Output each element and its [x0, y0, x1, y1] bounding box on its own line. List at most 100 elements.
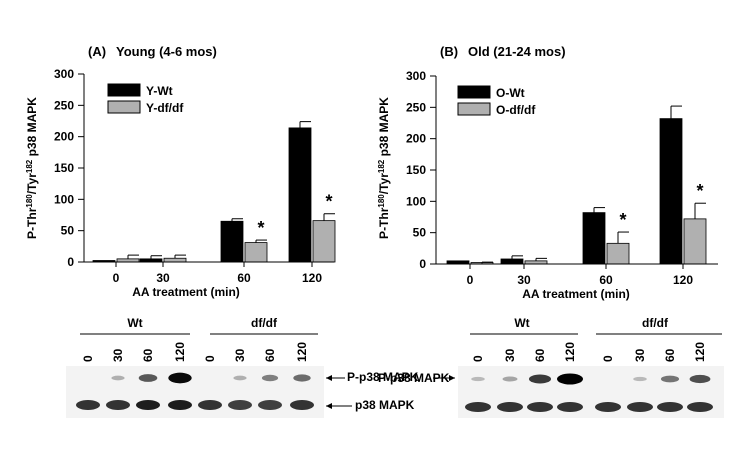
chart-title-old: Old (21-24 mos) — [468, 44, 566, 59]
phospho-band — [233, 375, 247, 381]
x-tick-label: 120 — [673, 273, 693, 287]
y-tick-label: 50 — [61, 224, 75, 238]
total-band — [527, 402, 553, 412]
total-band — [258, 400, 282, 410]
y-tick-label: 50 — [413, 226, 427, 240]
phospho-band — [660, 375, 680, 383]
x-axis-ticks-old: 0 30 60 120 — [467, 264, 693, 287]
blot-label-phospho: P-p38 MAPK — [378, 371, 450, 385]
total-band — [595, 402, 621, 412]
legend-swatch-o-dfdf — [457, 102, 491, 116]
y-tick-label: 0 — [67, 255, 74, 269]
bar-o-df-df-120 — [683, 218, 707, 265]
blot-lane-label: 30 — [233, 348, 247, 362]
y-tick-label: 100 — [406, 194, 426, 208]
phospho-band — [168, 372, 192, 384]
total-band — [687, 402, 713, 412]
bar-o-wt-120 — [659, 118, 683, 265]
blot-group-label-wt: Wt — [514, 316, 529, 330]
total-band — [168, 400, 192, 410]
blot-film — [458, 366, 724, 418]
total-band — [198, 400, 222, 410]
total-band — [290, 400, 314, 410]
legend-label-o-dfdf: O-df/df — [496, 103, 536, 117]
bars-young: ** — [92, 121, 336, 263]
blot-phospho-bands — [111, 372, 311, 384]
chart-panel-young: (A) Young (4-6 mos) P-Thr180/Tyr182 p38 … — [25, 44, 336, 299]
panel-label-b: (B) — [440, 44, 458, 59]
x-tick-label: 30 — [156, 271, 170, 285]
y-tick-label: 300 — [54, 67, 74, 81]
blot-total-bands — [76, 400, 314, 410]
bar-o-wt-60 — [582, 212, 606, 265]
legend-swatch-y-wt — [107, 83, 141, 97]
blot-lane-labels: 0 30 60 120 0 30 60 120 — [471, 342, 707, 362]
legend-label-y-dfdf: Y-df/df — [146, 101, 184, 115]
arrow-left-icon — [326, 375, 332, 381]
phospho-band — [633, 376, 647, 382]
y-tick-label: 250 — [406, 100, 426, 114]
phospho-band — [471, 376, 485, 382]
blot-label-phospho: P-p38 MAPK — [347, 370, 419, 384]
blot-lane-label: 120 — [563, 342, 577, 362]
phospho-band — [293, 374, 311, 382]
bar-y-wt-60 — [220, 220, 244, 263]
y-axis-label-young: P-Thr180/Tyr182 p38 MAPK — [25, 97, 39, 239]
blot-lane-label: 0 — [81, 355, 95, 362]
legend-label-o-wt: O-Wt — [496, 86, 525, 100]
western-blot-old: Wt df/df 0 30 60 120 0 30 60 120 P-p38 MAPK — [378, 316, 724, 418]
blot-lane-label: 0 — [471, 355, 485, 362]
blot-total-bands — [465, 402, 713, 412]
blot-lane-label: 120 — [295, 342, 309, 362]
chart-panel-old: (B) Old (21-24 mos) P-Thr180/Tyr182 p38 … — [377, 44, 718, 301]
total-band — [76, 400, 100, 410]
blot-film — [66, 366, 324, 418]
blot-group-label-dfdf: df/df — [642, 316, 669, 330]
bar-y-df-df-30 — [163, 257, 187, 263]
blot-lane-label: 60 — [533, 348, 547, 362]
arrow-right-icon — [449, 375, 455, 381]
y-tick-label: 0 — [419, 257, 426, 271]
blot-lane-label: 0 — [203, 355, 217, 362]
phospho-band — [557, 373, 583, 385]
significance-marker: * — [257, 218, 264, 238]
y-tick-label: 250 — [54, 98, 74, 112]
total-band — [228, 400, 252, 410]
y-tick-label: 200 — [406, 132, 426, 146]
bar-y-wt-120 — [288, 127, 312, 263]
phospho-band — [261, 374, 279, 382]
blot-lane-label: 120 — [693, 342, 707, 362]
legend-swatch-y-dfdf — [107, 100, 141, 114]
blot-lane-label: 0 — [601, 355, 615, 362]
panel-label-a: (A) — [88, 44, 106, 59]
x-tick-label: 30 — [517, 273, 531, 287]
x-axis-label-young: AA treatment (min) — [132, 285, 240, 299]
bars-old: ** — [446, 105, 707, 265]
total-band — [136, 400, 160, 410]
y-tick-label: 200 — [54, 130, 74, 144]
x-tick-label: 0 — [113, 271, 120, 285]
legend-label-y-wt: Y-Wt — [146, 84, 173, 98]
bar-o-df-df-60 — [606, 242, 630, 265]
x-axis-label-old: AA treatment (min) — [522, 287, 630, 301]
total-band — [497, 402, 523, 412]
blot-phospho-bands — [471, 373, 711, 385]
phospho-band — [502, 376, 518, 382]
y-axis-ticks-young: 0 50 100 150 200 250 300 — [54, 67, 84, 269]
blot-lane-label: 60 — [141, 348, 155, 362]
phospho-band — [528, 374, 552, 384]
x-tick-label: 0 — [467, 273, 474, 287]
total-band — [106, 400, 130, 410]
legend-swatch-o-wt — [457, 85, 491, 99]
blot-lane-label: 120 — [173, 342, 187, 362]
blot-lane-label: 60 — [263, 348, 277, 362]
blot-group-label-dfdf: df/df — [251, 316, 278, 330]
total-band — [557, 402, 583, 412]
blot-label-total: p38 MAPK — [355, 398, 415, 412]
blot-lane-labels: 0 30 60 120 0 30 60 120 — [81, 342, 309, 362]
x-tick-label: 60 — [599, 273, 613, 287]
x-tick-label: 60 — [237, 271, 251, 285]
blot-lane-label: 60 — [663, 348, 677, 362]
y-axis-ticks-old: 0 50 100 150 200 250 300 — [406, 69, 436, 271]
